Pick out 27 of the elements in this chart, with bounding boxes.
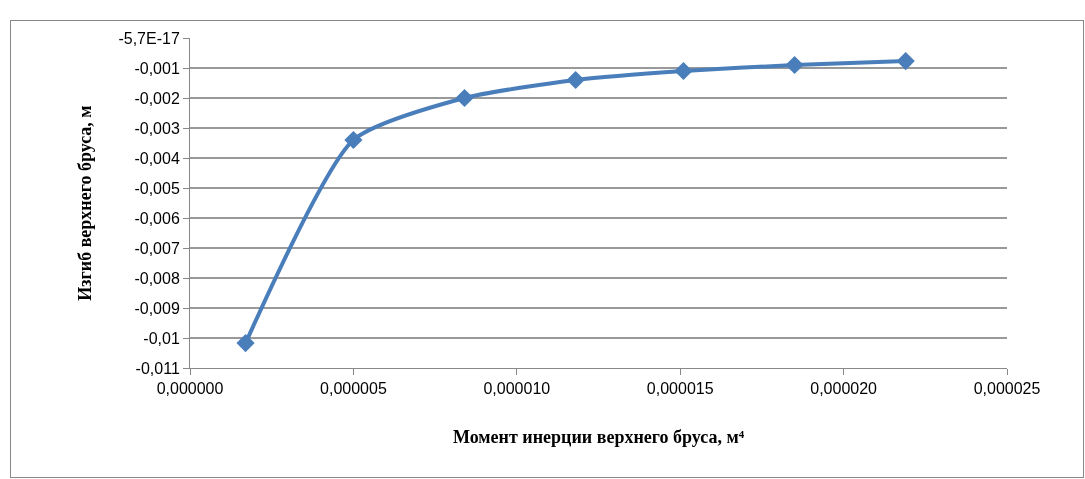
x-tick-label: 0,000010 [483, 380, 551, 398]
point [785, 55, 804, 75]
x-tick-label: 0,000000 [156, 380, 224, 398]
x-tick-label: 0,000020 [810, 380, 878, 398]
point [455, 88, 474, 108]
point [674, 61, 693, 81]
y-axis-title: Изгиб верхнего бруса, м [74, 105, 95, 301]
x-tick-label: 0,000005 [320, 380, 387, 398]
x-tick-label: 0,000015 [646, 380, 714, 398]
y-tick-label: -5,7E-17 [118, 29, 180, 47]
point [896, 52, 915, 71]
y-tick-label: -0,002 [134, 89, 180, 107]
y-tick-label: -0,011 [135, 359, 180, 377]
x-axis-title: Момент инерции верхнего бруса, м⁴ [452, 427, 745, 448]
y-tick-label: -0,01 [143, 329, 180, 347]
y-tick-label: -0,007 [134, 239, 180, 257]
y-tick-label: -0,008 [134, 269, 180, 287]
y-tick-label: -0,006 [134, 209, 180, 227]
y-tick-label: -0,009 [134, 299, 180, 317]
y-tick-label: -0,003 [134, 119, 180, 137]
y-tick-label: -0,005 [134, 179, 180, 197]
point [344, 130, 363, 150]
point [236, 334, 255, 353]
y-tick-label: -0,001 [134, 59, 180, 77]
x-tick-label: 0,000025 [973, 380, 1041, 398]
point [566, 70, 585, 90]
y-tick-label: -0,004 [134, 149, 180, 167]
